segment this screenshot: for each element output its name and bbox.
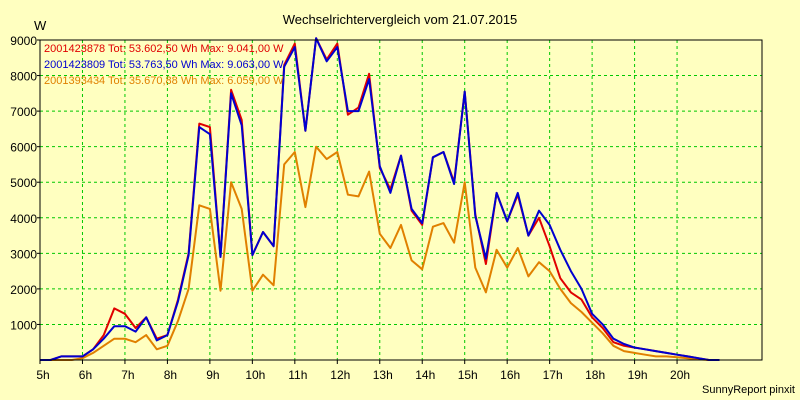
grid: [40, 40, 762, 360]
y-tick-label: 2000: [10, 283, 37, 297]
x-tick-label: 14h: [415, 368, 435, 382]
x-tick-label: 8h: [164, 368, 177, 382]
y-tick-label: 4000: [10, 212, 37, 226]
x-tick-label: 20h: [670, 368, 690, 382]
legend: 2001423878 Tot: 53.602,50 Wh Max: 9.041,…: [44, 43, 284, 87]
credit-label: SunnyReport pinxit: [702, 384, 795, 396]
x-tick-label: 11h: [288, 368, 307, 382]
x-tick-label: 12h: [330, 368, 350, 382]
series-line-2: [40, 37, 720, 361]
x-tick-label: 16h: [500, 368, 520, 382]
legend-entry-2: 2001423809 Tot: 53.763,50 Wh Max: 9.063,…: [44, 59, 284, 71]
y-tick-label: 5000: [10, 176, 37, 190]
x-tick-label: 18h: [585, 368, 605, 382]
legend-entry-1: 2001423878 Tot: 53.602,50 Wh Max: 9.041,…: [44, 43, 284, 55]
legend-entry-3: 2001393434 Tot: 35.670,88 Wh Max: 6.059,…: [44, 75, 284, 87]
y-axis-unit-label: W: [34, 18, 47, 33]
x-tick-label: 15h: [458, 368, 478, 382]
x-tick-label: 13h: [373, 368, 393, 382]
y-tick-label: 3000: [10, 247, 37, 261]
x-tick-label: 6h: [79, 368, 92, 382]
y-tick-label: 6000: [10, 141, 37, 155]
axis-ticks: 5h 6h 7h 8h 9h 10h 11h 12h 13h 14h 15h 16h 17h 18h 19h…: [10, 34, 690, 382]
y-tick-label: 9000: [10, 34, 37, 48]
plot-frame: [39, 39, 763, 361]
y-tick-label: 1000: [10, 318, 37, 332]
x-tick-label: 17h: [543, 368, 563, 382]
series-line-3: [40, 145, 720, 361]
chart-title: Wechselrichtervergleich vom 21.07.2015: [283, 12, 518, 27]
y-tick-label: 8000: [10, 70, 37, 84]
x-tick-label: 9h: [206, 368, 219, 382]
series-lines: [40, 37, 720, 361]
x-tick-label: 7h: [121, 368, 134, 382]
x-tick-label: 10h: [245, 368, 265, 382]
x-tick-label: 5h: [36, 368, 49, 382]
x-tick-label: 19h: [628, 368, 648, 382]
y-tick-label: 7000: [10, 105, 37, 119]
